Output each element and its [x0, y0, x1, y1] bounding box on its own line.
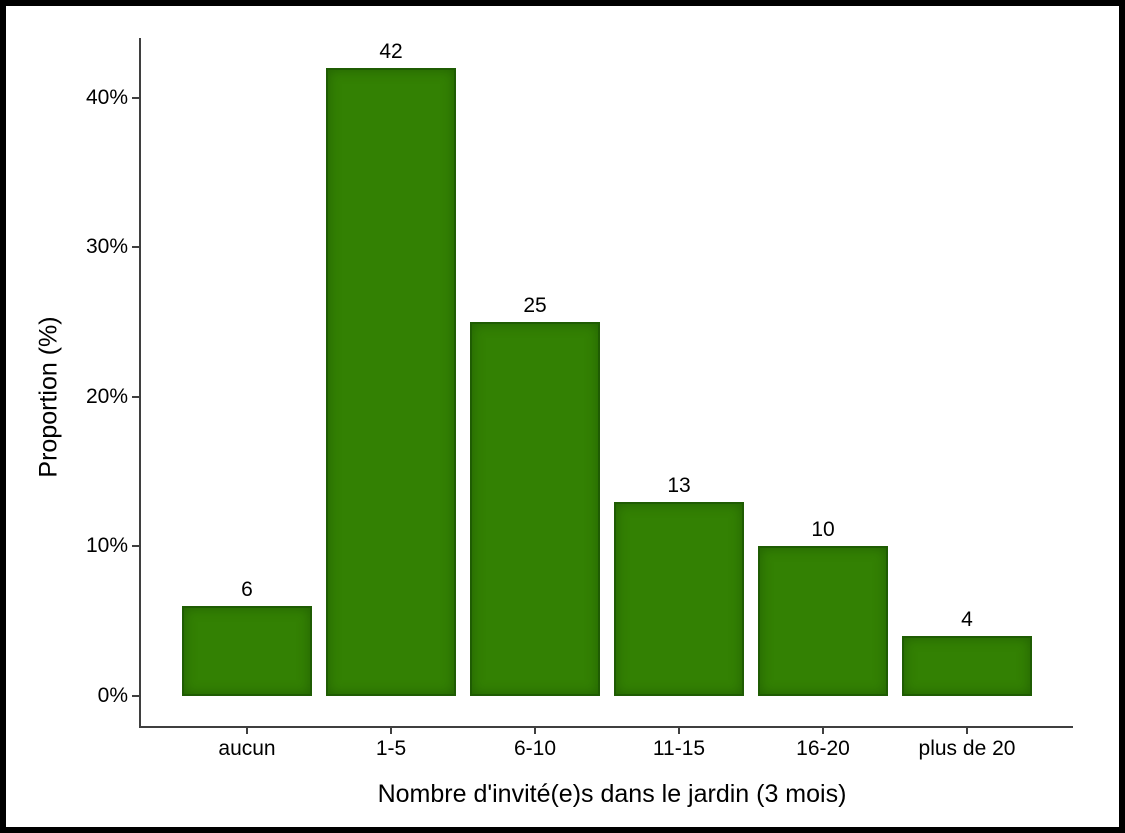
y-tick-mark: [132, 545, 139, 548]
y-tick-label: 30%: [85, 235, 128, 259]
x-tick-mark: [534, 728, 536, 734]
bar-value-label: 42: [379, 40, 403, 63]
x-category-label: plus de 20: [918, 737, 1016, 760]
bar-6-10: [470, 322, 600, 696]
y-tick-label: 20%: [85, 384, 128, 408]
bar-value-label: 4: [961, 608, 973, 631]
y-tick-mark: [132, 246, 139, 249]
bar-aucun: [182, 606, 312, 696]
bar-value-label: 13: [667, 474, 691, 497]
y-tick-label: 10%: [85, 534, 128, 558]
x-category-label: aucun: [218, 737, 276, 760]
x-axis-line: [139, 726, 1073, 728]
y-tick-mark: [132, 695, 139, 697]
x-tick-mark: [678, 728, 680, 734]
x-category-label: 11-15: [652, 737, 706, 760]
y-tick-mark: [132, 395, 139, 398]
x-category-label: 1-5: [375, 737, 407, 760]
x-category-label: 6-10: [513, 737, 557, 760]
x-tick-mark: [966, 728, 968, 734]
x-tick-mark: [390, 728, 392, 734]
bar-1-5: [326, 68, 456, 696]
x-axis-title: Nombre d'invité(e)s dans le jardin (3 mo…: [377, 780, 847, 808]
x-tick-mark: [246, 728, 248, 734]
bar-value-label: 6: [241, 578, 253, 601]
bar-plus de 20: [902, 636, 1032, 696]
x-tick-mark: [822, 728, 824, 734]
y-tick-label: 0%: [97, 684, 128, 707]
bar-value-label: 10: [811, 518, 835, 541]
y-tick-mark: [132, 96, 139, 99]
bar-11-15: [614, 502, 744, 696]
bar-16-20: [758, 546, 888, 696]
bar-value-label: 25: [523, 294, 547, 317]
y-tick-label: 40%: [85, 85, 128, 109]
y-axis-line: [139, 38, 141, 728]
x-category-label: 16-20: [796, 737, 850, 760]
